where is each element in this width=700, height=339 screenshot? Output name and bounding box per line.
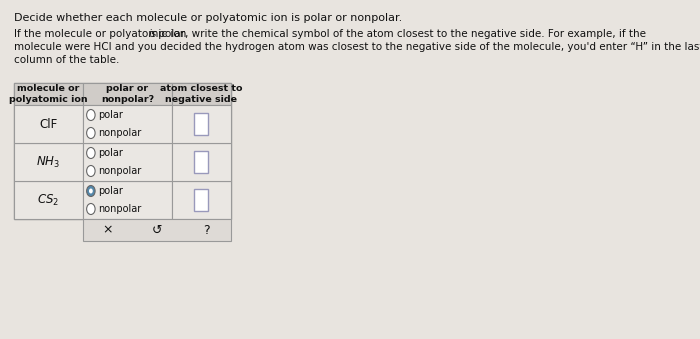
Text: $CS_{2}$: $CS_{2}$ — [38, 193, 60, 207]
Bar — [14, 105, 83, 143]
Bar — [172, 83, 231, 105]
Text: column of the table.: column of the table. — [14, 55, 119, 65]
Bar — [14, 83, 231, 219]
Text: ↺: ↺ — [152, 223, 162, 237]
Bar — [83, 105, 172, 143]
Bar — [195, 113, 209, 135]
Bar — [195, 189, 209, 211]
Text: $NH_{3}$: $NH_{3}$ — [36, 155, 61, 170]
Circle shape — [87, 185, 95, 197]
Text: Decide whether each molecule or polyatomic ion is polar or nonpolar.: Decide whether each molecule or polyatom… — [14, 13, 402, 23]
Bar — [195, 151, 209, 173]
Text: ClF: ClF — [39, 118, 57, 131]
Circle shape — [87, 127, 95, 139]
Circle shape — [87, 165, 95, 177]
Text: nonpolar: nonpolar — [99, 166, 142, 176]
Circle shape — [87, 147, 95, 159]
Text: nonpolar: nonpolar — [99, 128, 142, 138]
Text: is: is — [149, 29, 158, 39]
Bar — [83, 219, 231, 241]
Text: ×: × — [103, 223, 113, 237]
Bar — [83, 83, 172, 105]
Bar — [172, 181, 231, 219]
Bar — [14, 83, 83, 105]
Text: polar or
nonpolar?: polar or nonpolar? — [101, 84, 154, 104]
Bar — [14, 143, 83, 181]
Text: molecule or
polyatomic ion: molecule or polyatomic ion — [9, 84, 88, 104]
Circle shape — [87, 203, 95, 215]
Text: polar: polar — [99, 186, 123, 196]
Text: ?: ? — [203, 223, 210, 237]
Text: If the molecule or polyatomic ion: If the molecule or polyatomic ion — [14, 29, 190, 39]
Text: polar, write the chemical symbol of the atom closest to the negative side. For e: polar, write the chemical symbol of the … — [155, 29, 647, 39]
Text: polar: polar — [99, 110, 123, 120]
Bar — [172, 143, 231, 181]
Bar — [14, 181, 83, 219]
Bar — [172, 105, 231, 143]
Text: polar: polar — [99, 148, 123, 158]
Text: nonpolar: nonpolar — [99, 204, 142, 214]
Bar — [83, 181, 172, 219]
Text: atom closest to
negative side: atom closest to negative side — [160, 84, 243, 104]
Bar — [83, 143, 172, 181]
Circle shape — [89, 188, 93, 194]
Text: molecule were HCl and you decided the hydrogen atom was closest to the negative : molecule were HCl and you decided the hy… — [14, 42, 700, 52]
Circle shape — [87, 109, 95, 120]
